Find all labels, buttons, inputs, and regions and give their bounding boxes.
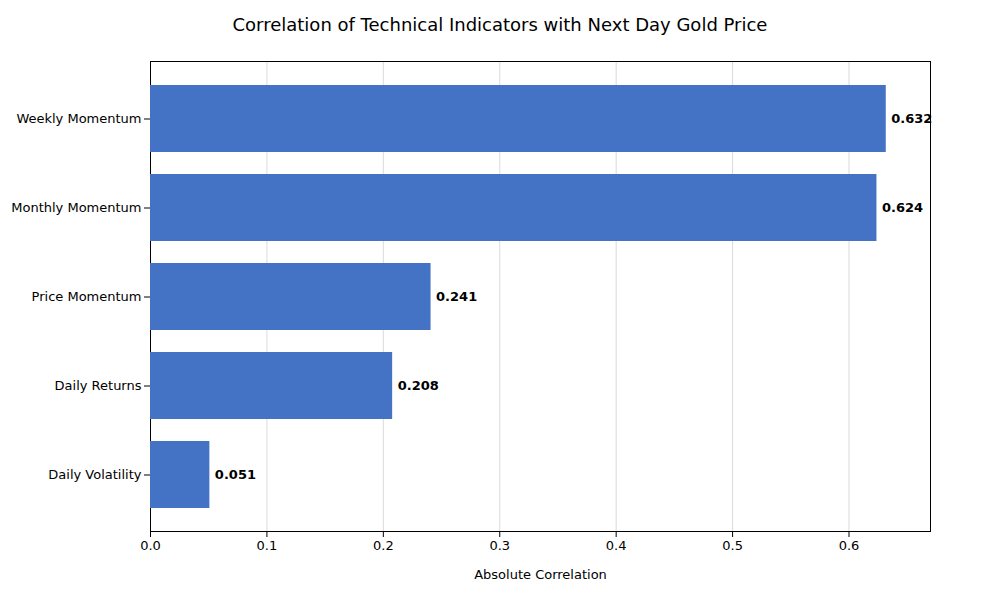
svg-text:0.2: 0.2 bbox=[373, 538, 394, 553]
svg-text:Weekly Momentum: Weekly Momentum bbox=[16, 111, 141, 126]
svg-text:Daily Returns: Daily Returns bbox=[55, 378, 142, 393]
svg-text:Absolute Correlation: Absolute Correlation bbox=[474, 567, 607, 582]
svg-text:0.208: 0.208 bbox=[398, 378, 439, 393]
svg-text:0.6: 0.6 bbox=[839, 538, 860, 553]
svg-text:0.1: 0.1 bbox=[257, 538, 278, 553]
svg-text:0.4: 0.4 bbox=[606, 538, 627, 553]
svg-text:0.0: 0.0 bbox=[140, 538, 161, 553]
svg-text:Monthly Momentum: Monthly Momentum bbox=[11, 200, 141, 215]
svg-text:0.051: 0.051 bbox=[215, 467, 256, 482]
svg-text:Daily Volatility: Daily Volatility bbox=[48, 467, 141, 482]
svg-text:Price Momentum: Price Momentum bbox=[32, 289, 142, 304]
svg-text:0.632: 0.632 bbox=[891, 111, 932, 126]
svg-text:0.5: 0.5 bbox=[722, 538, 743, 553]
svg-text:0.241: 0.241 bbox=[436, 289, 477, 304]
html-text:Correlation of Technical Indic: Correlation of Technical Indicators with… bbox=[232, 14, 768, 35]
svg-text:0.624: 0.624 bbox=[882, 200, 923, 215]
svg-text:0.3: 0.3 bbox=[489, 538, 510, 553]
